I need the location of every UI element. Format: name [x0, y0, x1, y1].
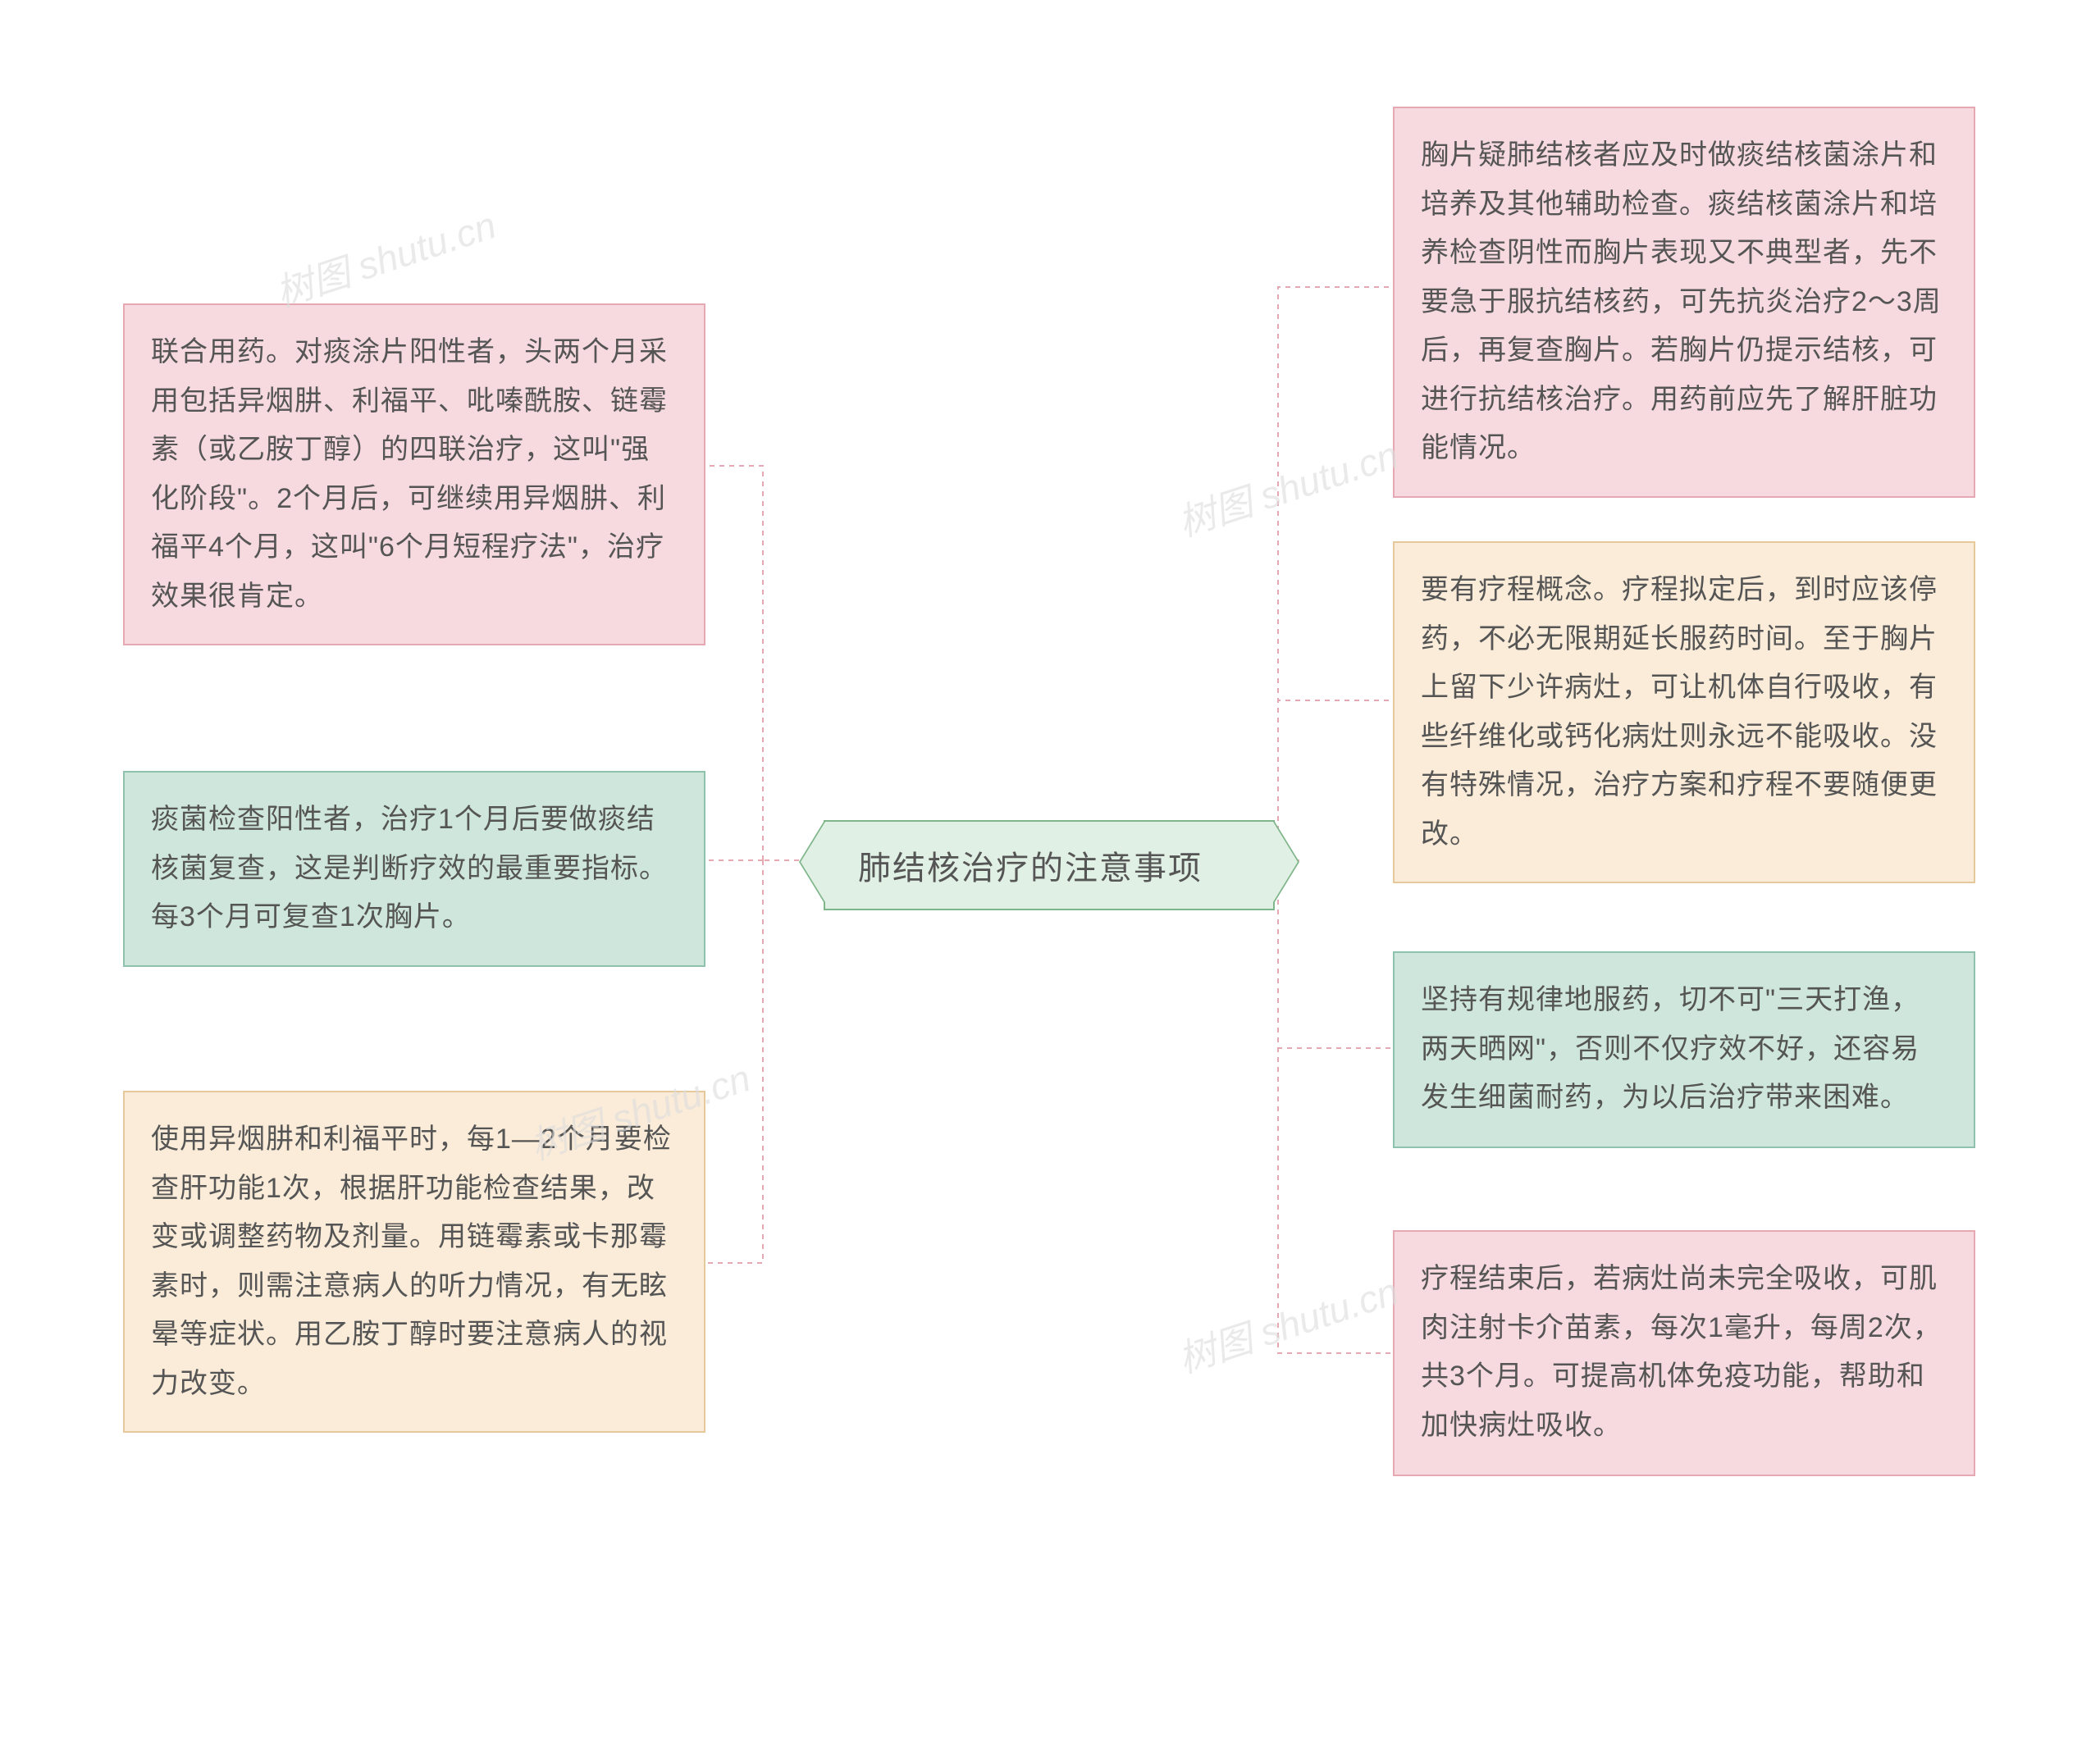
right-node-2-text: 要有疗程概念。疗程拟定后，到时应该停药，不必无限期延长服药时间。至于胸片上留下少…	[1421, 574, 1938, 850]
watermark: 树图 shutu.cn	[268, 196, 502, 318]
center-topic: 肺结核治疗的注意事项	[824, 820, 1275, 910]
right-node-2: 要有疗程概念。疗程拟定后，到时应该停药，不必无限期延长服药时间。至于胸片上留下少…	[1393, 541, 1975, 883]
mindmap-canvas: 肺结核治疗的注意事项 联合用药。对痰涂片阳性者，头两个月采用包括异烟肼、利福平、…	[0, 0, 2100, 1746]
watermark: 树图 shutu.cn	[1171, 426, 1404, 548]
right-node-4-text: 疗程结束后，若病灶尚未完全吸收，可肌肉注射卡介苗素，每次1毫升，每周2次，共3个…	[1421, 1263, 1942, 1441]
right-node-3: 坚持有规律地服药，切不可"三天打渔，两天晒网"，否则不仅疗效不好，还容易发生细菌…	[1393, 951, 1975, 1148]
right-node-1-text: 胸片疑肺结核者应及时做痰结核菌涂片和培养及其他辅助检查。痰结核菌涂片和培养检查阴…	[1421, 139, 1942, 463]
right-node-1: 胸片疑肺结核者应及时做痰结核菌涂片和培养及其他辅助检查。痰结核菌涂片和培养检查阴…	[1393, 107, 1975, 498]
watermark: 树图 shutu.cn	[1171, 1262, 1404, 1384]
left-node-3-text: 使用异烟肼和利福平时，每1—2个月要检查肝功能1次，根据肝功能检查结果，改变或调…	[151, 1124, 672, 1399]
right-node-3-text: 坚持有规律地服药，切不可"三天打渔，两天晒网"，否则不仅疗效不好，还容易发生细菌…	[1421, 984, 1920, 1113]
left-node-2-text: 痰菌检查阳性者，治疗1个月后要做痰结核菌复查，这是判断疗效的最重要指标。每3个月…	[151, 804, 668, 932]
left-node-1-text: 联合用药。对痰涂片阳性者，头两个月采用包括异烟肼、利福平、吡嗪酰胺、链霉素（或乙…	[151, 336, 668, 612]
left-node-1: 联合用药。对痰涂片阳性者，头两个月采用包括异烟肼、利福平、吡嗪酰胺、链霉素（或乙…	[123, 303, 705, 645]
left-node-2: 痰菌检查阳性者，治疗1个月后要做痰结核菌复查，这是判断疗效的最重要指标。每3个月…	[123, 771, 705, 967]
center-topic-label: 肺结核治疗的注意事项	[858, 850, 1203, 887]
right-node-4: 疗程结束后，若病灶尚未完全吸收，可肌肉注射卡介苗素，每次1毫升，每周2次，共3个…	[1393, 1230, 1975, 1476]
left-node-3: 使用异烟肼和利福平时，每1—2个月要检查肝功能1次，根据肝功能检查结果，改变或调…	[123, 1091, 705, 1433]
